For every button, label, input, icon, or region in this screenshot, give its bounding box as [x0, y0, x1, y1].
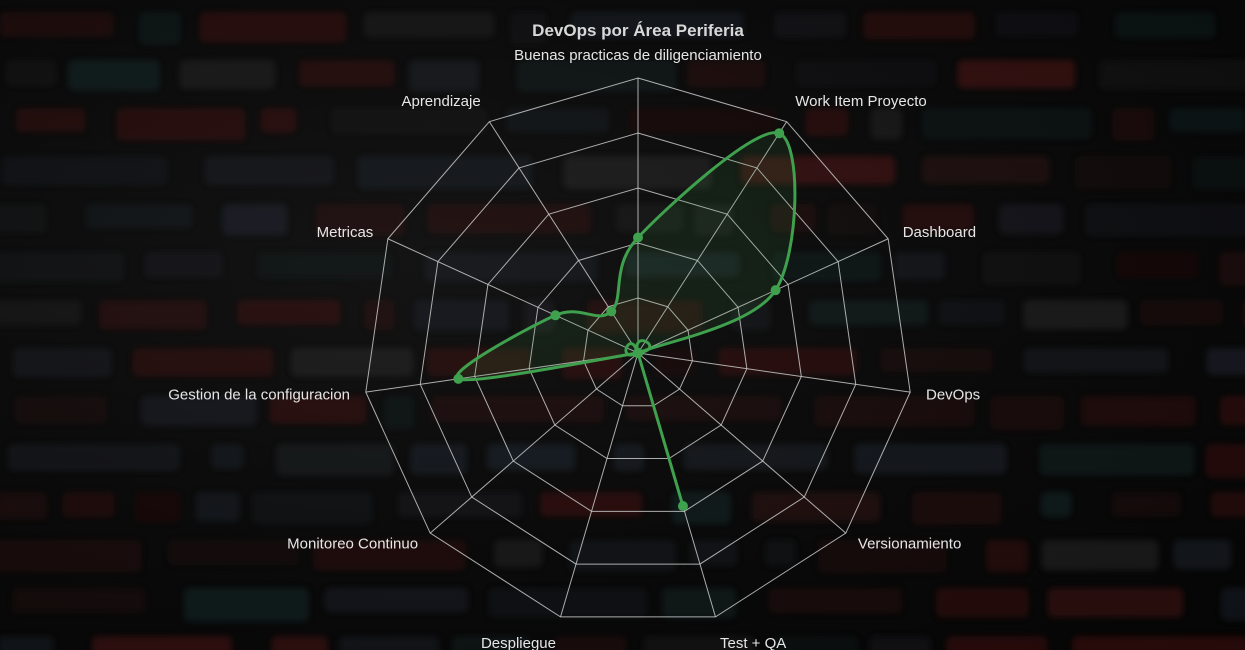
axis-label: Despliegue — [481, 635, 556, 650]
data-point-1[interactable] — [774, 128, 785, 139]
chart-title: DevOps por Área Periferia — [532, 21, 744, 40]
grid-spoke — [637, 352, 847, 534]
axis-label: Test + QA — [720, 635, 786, 650]
data-point-0[interactable] — [633, 232, 643, 243]
grid-spoke — [637, 238, 889, 354]
data-point-8[interactable] — [453, 373, 464, 384]
grid-ring — [528, 242, 748, 460]
axis-label: DevOps — [926, 386, 980, 403]
radar-series — [453, 128, 797, 512]
grid-spoke — [387, 238, 639, 354]
grid-spoke — [637, 121, 788, 354]
axis-label: Aprendizaje — [401, 93, 480, 110]
data-point-5[interactable] — [677, 501, 688, 512]
data-point-7[interactable] — [633, 348, 643, 358]
series-area-0 — [455, 131, 797, 508]
axis-label: Dashboard — [903, 224, 976, 241]
axis-label: Buenas practicas de diligenciamiento — [514, 47, 762, 64]
axis-label: Versionamiento — [858, 536, 961, 553]
axis-label: Monitoreo Continuo — [287, 536, 418, 553]
data-point-2[interactable] — [770, 285, 781, 296]
grid-spoke — [637, 352, 911, 393]
data-point-10[interactable] — [606, 306, 617, 317]
grid-ring — [419, 132, 857, 565]
axis-label: Gestion de la configuracion — [168, 386, 350, 403]
axis-label: Work Item Proyecto — [795, 93, 926, 110]
data-point-9[interactable] — [550, 310, 561, 321]
axis-labels: Buenas practicas de diligenciamiento Work… — [168, 47, 980, 650]
grid-ring — [583, 297, 693, 407]
grid-spoke — [560, 352, 639, 618]
grid-spoke — [429, 352, 639, 534]
axis-label: Metricas — [317, 224, 374, 241]
grid-ring — [474, 187, 802, 512]
grid-ring — [365, 77, 911, 618]
